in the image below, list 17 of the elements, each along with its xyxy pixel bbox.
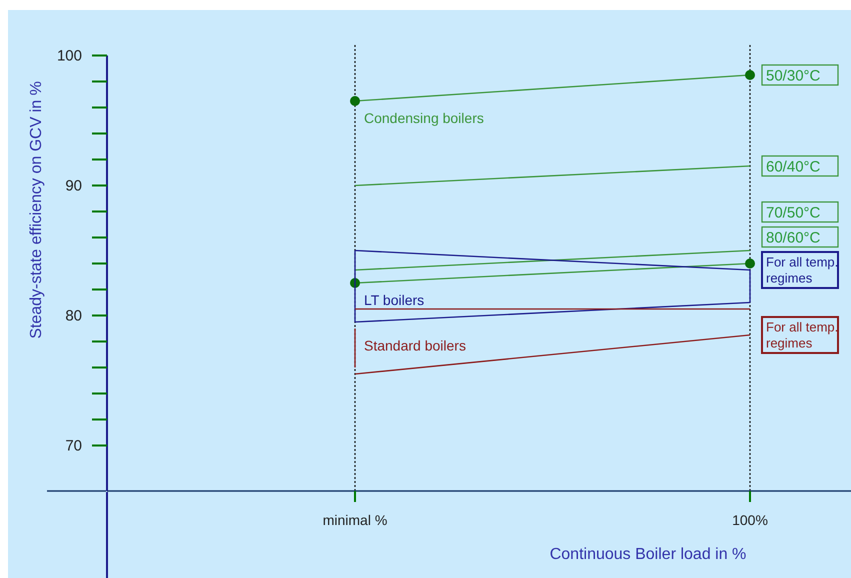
series-label: For all temp. regimes	[766, 320, 838, 351]
annotation: Condensing boilers	[364, 110, 484, 126]
y-axis-title: Steady-state efficiency on GCV in %	[28, 81, 45, 339]
series-label: 60/40°C	[766, 158, 821, 176]
text: 70/50°C	[766, 204, 821, 222]
x-tick-label: minimal %	[322, 512, 388, 528]
x-tick-label: 100%	[732, 512, 768, 528]
y-tick-label: 100	[56, 47, 82, 64]
series-label: 50/30°C	[766, 67, 821, 84]
y-tick-label: 90	[65, 177, 82, 194]
y-tick-label: 80	[65, 307, 82, 324]
series-label: 80/60°C	[766, 229, 821, 246]
series-label: For all temp. regimes	[766, 254, 838, 286]
y-tick-label: 70	[65, 437, 82, 454]
annotation: Standard boilers	[364, 337, 466, 354]
annotation: LT boilers	[364, 292, 424, 308]
x-axis-title: Continuous Boiler load in %	[550, 546, 746, 563]
